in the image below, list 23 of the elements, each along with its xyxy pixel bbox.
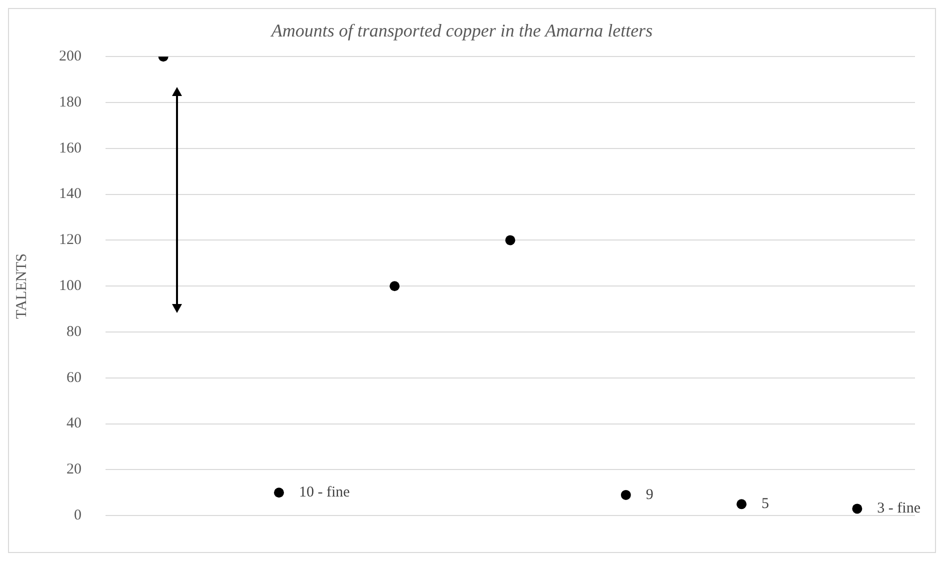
y-tick-label: 180 [59, 94, 82, 110]
y-tick-label: 140 [59, 186, 82, 202]
point [505, 235, 516, 246]
y-tick-label: 120 [59, 232, 82, 248]
data-label: 5 [762, 496, 770, 512]
y-tick-label: 200 [59, 48, 82, 65]
y-tick-label: 160 [59, 140, 82, 156]
y-tick-label: 60 [66, 370, 82, 386]
point [620, 490, 631, 500]
y-tick-label: 80 [66, 324, 82, 340]
point [736, 499, 747, 510]
y-tick-label: 20 [66, 462, 82, 478]
chart-title: Amounts of transported copper in the Amarna letters [270, 20, 653, 41]
y-axis-title: TALENTS [14, 253, 30, 319]
point [852, 504, 862, 514]
point [274, 488, 284, 498]
data-label: 3 - fine [877, 500, 921, 517]
y-tick-label: 0 [74, 508, 82, 524]
point [390, 281, 400, 292]
data-label: 9 [646, 486, 654, 503]
y-tick-label: 100 [59, 278, 82, 294]
data-label: 10 - fine [298, 484, 350, 501]
y-tick-label: 40 [66, 416, 82, 432]
